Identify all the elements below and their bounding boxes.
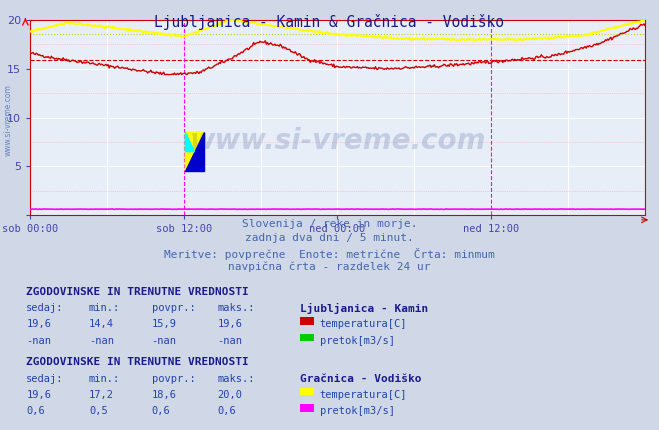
Text: 0,6: 0,6: [152, 406, 170, 416]
Text: 0,5: 0,5: [89, 406, 107, 416]
Text: maks.:: maks.:: [217, 303, 255, 313]
Text: -nan: -nan: [217, 336, 243, 346]
Text: -nan: -nan: [152, 336, 177, 346]
Text: www.si-vreme.com: www.si-vreme.com: [4, 84, 13, 157]
Text: min.:: min.:: [89, 303, 120, 313]
Text: Slovenija / reke in morje.: Slovenija / reke in morje.: [242, 219, 417, 229]
Text: Gračnica - Vodiško: Gračnica - Vodiško: [300, 374, 421, 384]
Text: 19,6: 19,6: [217, 319, 243, 329]
Text: 18,6: 18,6: [152, 390, 177, 400]
Text: Ljubljanica - Kamin: Ljubljanica - Kamin: [300, 303, 428, 314]
Text: ZGODOVINSKE IN TRENUTNE VREDNOSTI: ZGODOVINSKE IN TRENUTNE VREDNOSTI: [26, 287, 249, 297]
Text: 19,6: 19,6: [26, 319, 51, 329]
Text: pretok[m3/s]: pretok[m3/s]: [320, 336, 395, 346]
Polygon shape: [185, 132, 194, 152]
Text: 20,0: 20,0: [217, 390, 243, 400]
Text: navpična črta - razdelek 24 ur: navpična črta - razdelek 24 ur: [228, 262, 431, 272]
Text: 0,6: 0,6: [217, 406, 236, 416]
Text: sedaj:: sedaj:: [26, 374, 64, 384]
Text: zadnja dva dni / 5 minut.: zadnja dva dni / 5 minut.: [245, 233, 414, 243]
Text: min.:: min.:: [89, 374, 120, 384]
Text: www.si-vreme.com: www.si-vreme.com: [189, 127, 486, 155]
Text: temperatura[C]: temperatura[C]: [320, 319, 407, 329]
Text: -nan: -nan: [26, 336, 51, 346]
Text: temperatura[C]: temperatura[C]: [320, 390, 407, 400]
Text: povpr.:: povpr.:: [152, 374, 195, 384]
Polygon shape: [185, 132, 204, 171]
Text: Meritve: povprečne  Enote: metrične  Črta: minmum: Meritve: povprečne Enote: metrične Črta:…: [164, 248, 495, 260]
Text: 17,2: 17,2: [89, 390, 114, 400]
Text: pretok[m3/s]: pretok[m3/s]: [320, 406, 395, 416]
Polygon shape: [185, 132, 204, 171]
Text: 15,9: 15,9: [152, 319, 177, 329]
Text: maks.:: maks.:: [217, 374, 255, 384]
Text: 19,6: 19,6: [26, 390, 51, 400]
Text: -nan: -nan: [89, 336, 114, 346]
Text: sedaj:: sedaj:: [26, 303, 64, 313]
Text: povpr.:: povpr.:: [152, 303, 195, 313]
Text: 0,6: 0,6: [26, 406, 45, 416]
Text: 14,4: 14,4: [89, 319, 114, 329]
Text: ZGODOVINSKE IN TRENUTNE VREDNOSTI: ZGODOVINSKE IN TRENUTNE VREDNOSTI: [26, 357, 249, 367]
Text: Ljubljanica - Kamin & Gračnica - Vodiško: Ljubljanica - Kamin & Gračnica - Vodiško: [154, 14, 505, 30]
